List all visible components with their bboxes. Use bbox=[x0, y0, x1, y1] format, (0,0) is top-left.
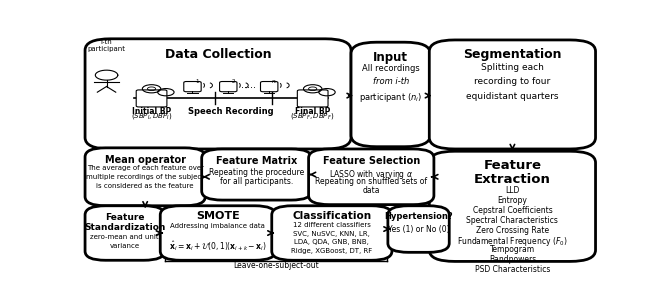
Text: 12 different classifiers: 12 different classifiers bbox=[293, 222, 371, 228]
Text: Fundamental Frequency ($F_0$): Fundamental Frequency ($F_0$) bbox=[457, 235, 568, 248]
Text: LLD: LLD bbox=[505, 186, 519, 196]
FancyBboxPatch shape bbox=[85, 148, 205, 206]
Text: $(SBP_I, DBP_I)$: $(SBP_I, DBP_I)$ bbox=[131, 111, 172, 121]
Text: Entropy: Entropy bbox=[498, 196, 527, 205]
Text: Repeating on shuffled sets of: Repeating on shuffled sets of bbox=[315, 177, 427, 186]
FancyBboxPatch shape bbox=[136, 90, 167, 107]
Text: Zero Crossing Rate: Zero Crossing Rate bbox=[476, 225, 549, 235]
Text: variance: variance bbox=[110, 243, 140, 249]
Text: Extraction: Extraction bbox=[474, 173, 551, 186]
FancyBboxPatch shape bbox=[429, 40, 595, 149]
Text: Feature: Feature bbox=[105, 213, 145, 222]
Text: from i-th: from i-th bbox=[372, 77, 409, 86]
Text: SMOTE: SMOTE bbox=[196, 212, 240, 222]
FancyBboxPatch shape bbox=[160, 206, 275, 260]
Text: Spectral Characteristics: Spectral Characteristics bbox=[467, 216, 558, 225]
Text: Initial BP: Initial BP bbox=[132, 107, 171, 116]
FancyBboxPatch shape bbox=[272, 206, 392, 260]
Text: i-th: i-th bbox=[101, 39, 112, 45]
Text: zero-mean and unit: zero-mean and unit bbox=[90, 234, 159, 240]
Text: PSD Characteristics: PSD Characteristics bbox=[475, 265, 550, 273]
Text: participant: participant bbox=[88, 46, 125, 52]
Text: data: data bbox=[362, 186, 380, 196]
Text: $(SBP_F, DBP_F)$: $(SBP_F, DBP_F)$ bbox=[290, 111, 335, 121]
Text: $n_i$: $n_i$ bbox=[271, 78, 278, 86]
FancyBboxPatch shape bbox=[309, 149, 434, 205]
Text: Cepstral Coefficients: Cepstral Coefficients bbox=[473, 206, 552, 215]
Text: Hypertension?: Hypertension? bbox=[384, 212, 453, 221]
Text: Feature Matrix: Feature Matrix bbox=[216, 156, 297, 166]
Text: is considered as the feature: is considered as the feature bbox=[96, 183, 194, 189]
FancyBboxPatch shape bbox=[388, 206, 449, 252]
FancyBboxPatch shape bbox=[85, 39, 351, 149]
FancyBboxPatch shape bbox=[85, 206, 164, 260]
Text: All recordings: All recordings bbox=[362, 64, 420, 73]
FancyBboxPatch shape bbox=[220, 81, 237, 92]
FancyBboxPatch shape bbox=[202, 149, 312, 200]
Text: Input: Input bbox=[373, 51, 408, 64]
Text: participant ($n_i$): participant ($n_i$) bbox=[359, 91, 422, 104]
Text: LDA, QDA, GNB, BNB,: LDA, QDA, GNB, BNB, bbox=[294, 239, 370, 245]
Text: Ridge, XGBoost, DT, RF: Ridge, XGBoost, DT, RF bbox=[291, 248, 372, 254]
Text: Final BP: Final BP bbox=[295, 107, 331, 116]
Text: multiple recordings of the subject: multiple recordings of the subject bbox=[86, 174, 204, 180]
Text: Data Collection: Data Collection bbox=[165, 48, 271, 61]
FancyBboxPatch shape bbox=[351, 42, 430, 147]
Text: equidistant quarters: equidistant quarters bbox=[466, 92, 558, 101]
Text: SVC, NuSVC, KNN, LR,: SVC, NuSVC, KNN, LR, bbox=[294, 231, 370, 237]
Text: LASSO with varying $\alpha$: LASSO with varying $\alpha$ bbox=[329, 168, 413, 181]
FancyBboxPatch shape bbox=[297, 90, 328, 107]
Text: Yes (1) or No (0): Yes (1) or No (0) bbox=[387, 224, 449, 234]
Text: Tempogram: Tempogram bbox=[490, 245, 535, 254]
Text: recording to four: recording to four bbox=[475, 77, 550, 86]
Text: Speech Recording: Speech Recording bbox=[188, 107, 274, 116]
Text: Addressing imbalance data: Addressing imbalance data bbox=[170, 224, 265, 230]
FancyBboxPatch shape bbox=[261, 81, 278, 92]
Text: Splitting each: Splitting each bbox=[481, 63, 544, 72]
Text: Mean operator: Mean operator bbox=[105, 155, 185, 165]
Text: Leave-one-subject-out: Leave-one-subject-out bbox=[233, 261, 319, 270]
FancyBboxPatch shape bbox=[183, 81, 201, 92]
Text: Classification: Classification bbox=[292, 212, 372, 222]
FancyBboxPatch shape bbox=[429, 151, 595, 261]
Text: Segmentation: Segmentation bbox=[463, 48, 562, 61]
Text: The average of each feature over: The average of each feature over bbox=[86, 165, 204, 171]
Text: $\hat{\mathbf{x}}_i = \mathbf{x}_i + \mathcal{U}(0,1)(\mathbf{x}_{i+k} - \mathbf: $\hat{\mathbf{x}}_i = \mathbf{x}_i + \ma… bbox=[169, 239, 267, 253]
Text: Feature Selection: Feature Selection bbox=[323, 156, 420, 166]
Text: .....: ..... bbox=[242, 80, 256, 90]
Text: 1: 1 bbox=[196, 78, 199, 83]
Text: for all participants.: for all participants. bbox=[220, 177, 293, 186]
Text: Standardization: Standardization bbox=[84, 223, 166, 232]
Text: 2: 2 bbox=[232, 78, 235, 83]
Text: Repeating the procedure: Repeating the procedure bbox=[209, 168, 304, 177]
Text: Bandpowers: Bandpowers bbox=[489, 255, 536, 264]
Text: Feature: Feature bbox=[483, 159, 541, 172]
